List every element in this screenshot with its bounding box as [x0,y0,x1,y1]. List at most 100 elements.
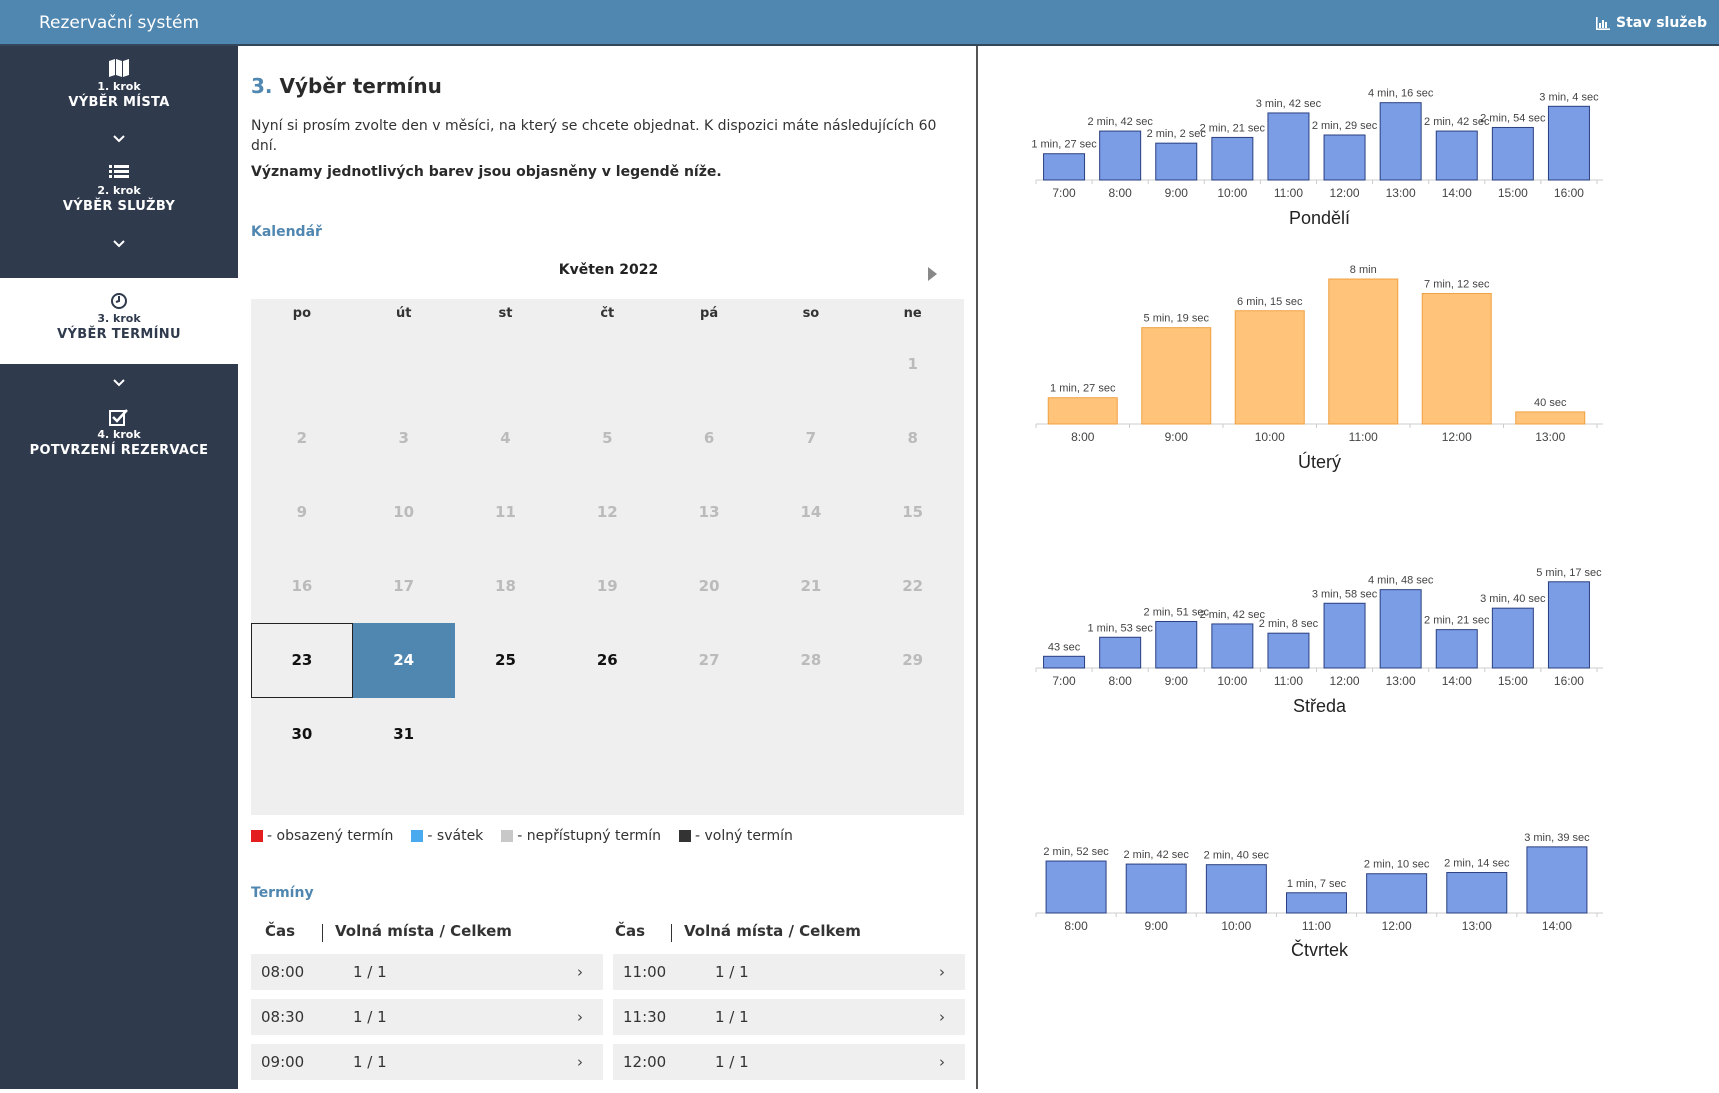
slots-section-title: Termíny [251,885,314,901]
bar-value-label: 8 min [1350,264,1377,276]
sidebar: 1. krok VÝBĚR MÍSTA 2. krok VÝBĚR SLUŽBY… [0,46,238,1089]
time-slot[interactable]: 08:30 1 / 1 › [251,999,603,1035]
chart-bar [1099,636,1142,669]
x-tick-label: 14:00 [1442,186,1472,200]
calendar-day[interactable]: 25 [495,650,516,669]
intro-bold-text: Významy jednotlivých barev jsou objasněn… [251,164,722,180]
calendar-day: 3 [398,428,409,447]
chart-bar [1547,581,1590,669]
x-tick-label: 11:00 [1274,674,1303,688]
status-link[interactable]: Stav služeb [1596,0,1707,46]
chart-bar [1267,632,1310,669]
chart-bar [1526,846,1588,914]
time-slot[interactable]: 09:00 1 / 1 › [251,1044,603,1080]
bar-chart-icon [1596,16,1610,30]
x-tick-label: 10:00 [1221,919,1251,933]
calendar-day: 6 [703,428,715,447]
slot-places: 1 / 1 [353,1053,387,1071]
bar-value-label: 4 min, 48 sec [1368,575,1434,587]
x-tick-label: 9:00 [1165,674,1189,688]
calendar-day-selected[interactable]: 24 [352,622,455,698]
chevron-down-icon [0,373,238,392]
chart-bar [1099,130,1142,181]
chart-bar [1435,629,1478,669]
list-icon [109,165,129,178]
app-title[interactable]: Rezervační systém [38,13,200,33]
time-slot[interactable]: 11:30 1 / 1 › [613,999,965,1035]
intro-text: Nyní si prosím zvolte den v měsíci, na k… [251,118,937,154]
bar-value-label: 40 sec [1534,397,1567,409]
charts-svg: 1 min, 27 sec 7:00 2 min, 42 sec 8:00 2 min,… [1031,88,1603,960]
weekday-header: út [395,306,412,321]
calendar-day[interactable]: 30 [291,724,313,743]
step-number: 3. krok [97,312,141,325]
bar-value-label: 3 min, 40 sec [1480,593,1546,605]
bar-value-label: 2 min, 14 sec [1444,858,1510,870]
chart-bar [1267,112,1310,181]
time-slot[interactable]: 11:00 1 / 1 › [613,954,965,990]
chevron-right-icon: › [577,1053,583,1071]
bar-value-label: 2 min, 21 sec [1200,122,1266,134]
calendar-day: 4 [500,428,511,447]
time-slot[interactable]: 12:00 1 / 1 › [613,1044,965,1080]
x-tick-label: 13:00 [1386,674,1416,688]
x-tick-label: 10:00 [1217,186,1247,200]
chevron-right-icon: › [939,1008,945,1026]
weekday-header: po [292,306,312,321]
slot-places: 1 / 1 [353,1008,387,1026]
step-number: 2. krok [97,184,141,197]
slot-time: 11:00 [623,963,667,981]
calendar-day[interactable]: 26 [596,650,618,669]
chart-title: Pondělí [1289,208,1350,228]
charts-panel: 1 min, 27 sec 7:00 2 min, 42 sec 8:00 2 min,… [980,46,1719,1089]
weekday-header: st [498,306,513,321]
next-month-icon[interactable] [928,267,937,281]
chevron-down-icon [0,129,238,148]
calendar-day-today[interactable]: 23 [251,622,353,698]
slot-time: 09:00 [261,1053,305,1071]
step-number: 1. krok [97,80,141,93]
chart-bar [1045,860,1107,914]
x-tick-label: 8:00 [1108,674,1132,688]
bar-value-label: 2 min, 8 sec [1259,618,1319,630]
x-tick-label: 12:00 [1330,186,1360,200]
x-tick-label: 9:00 [1145,919,1169,933]
calendar-day: 9 [296,502,308,521]
calendar-day: 13 [698,502,720,521]
slot-places: 1 / 1 [715,963,749,981]
weekday-header: pá [700,306,719,321]
slots-header-places: Volná místa / Celkem [335,922,512,940]
bar-value-label: 4 min, 16 sec [1368,88,1434,100]
chevron-right-icon: › [577,963,583,981]
chart-bar [1323,134,1366,181]
sidebar-step-4[interactable]: 4. krok POTVRZENÍ REZERVACE [0,408,238,470]
slots-header-time: Čas [615,922,646,940]
x-tick-label: 16:00 [1554,674,1584,688]
x-tick-label: 7:00 [1052,186,1076,200]
step-number: 4. krok [97,428,141,441]
sidebar-step-3[interactable]: 3. krok VÝBĚR TERMÍNU [0,278,238,364]
chart-bar [1379,102,1422,181]
sidebar-step-1[interactable]: 1. krok VÝBĚR MÍSTA [0,58,238,120]
chart-title: Středa [1293,696,1347,716]
chart-bar [1286,892,1347,914]
calendar-day[interactable]: 31 [393,724,415,743]
bar-value-label: 5 min, 17 sec [1536,567,1602,579]
chart-bar [1211,136,1254,181]
chevron-right-icon: › [939,963,945,981]
page-title: 3. Výběr termínu [251,74,442,98]
sidebar-step-2[interactable]: 2. krok VÝBĚR SLUŽBY [0,164,238,224]
chart-title: Úterý [1298,451,1341,472]
chart-bar [1446,872,1508,914]
step-number-heading: 3. [251,74,273,98]
legend-swatch [501,830,514,842]
bar-value-label: 1 min, 7 sec [1287,878,1347,890]
bar-value-label: 2 min, 21 sec [1424,615,1490,627]
time-slot[interactable]: 08:00 1 / 1 › [251,954,603,990]
x-tick-label: 15:00 [1498,674,1528,688]
weekday-header: ne [903,306,922,321]
x-tick-label: 8:00 [1064,919,1088,933]
calendar-day: 1 [907,354,918,373]
bar-value-label: 1 min, 27 sec [1050,383,1116,395]
chart-bar [1141,327,1212,425]
